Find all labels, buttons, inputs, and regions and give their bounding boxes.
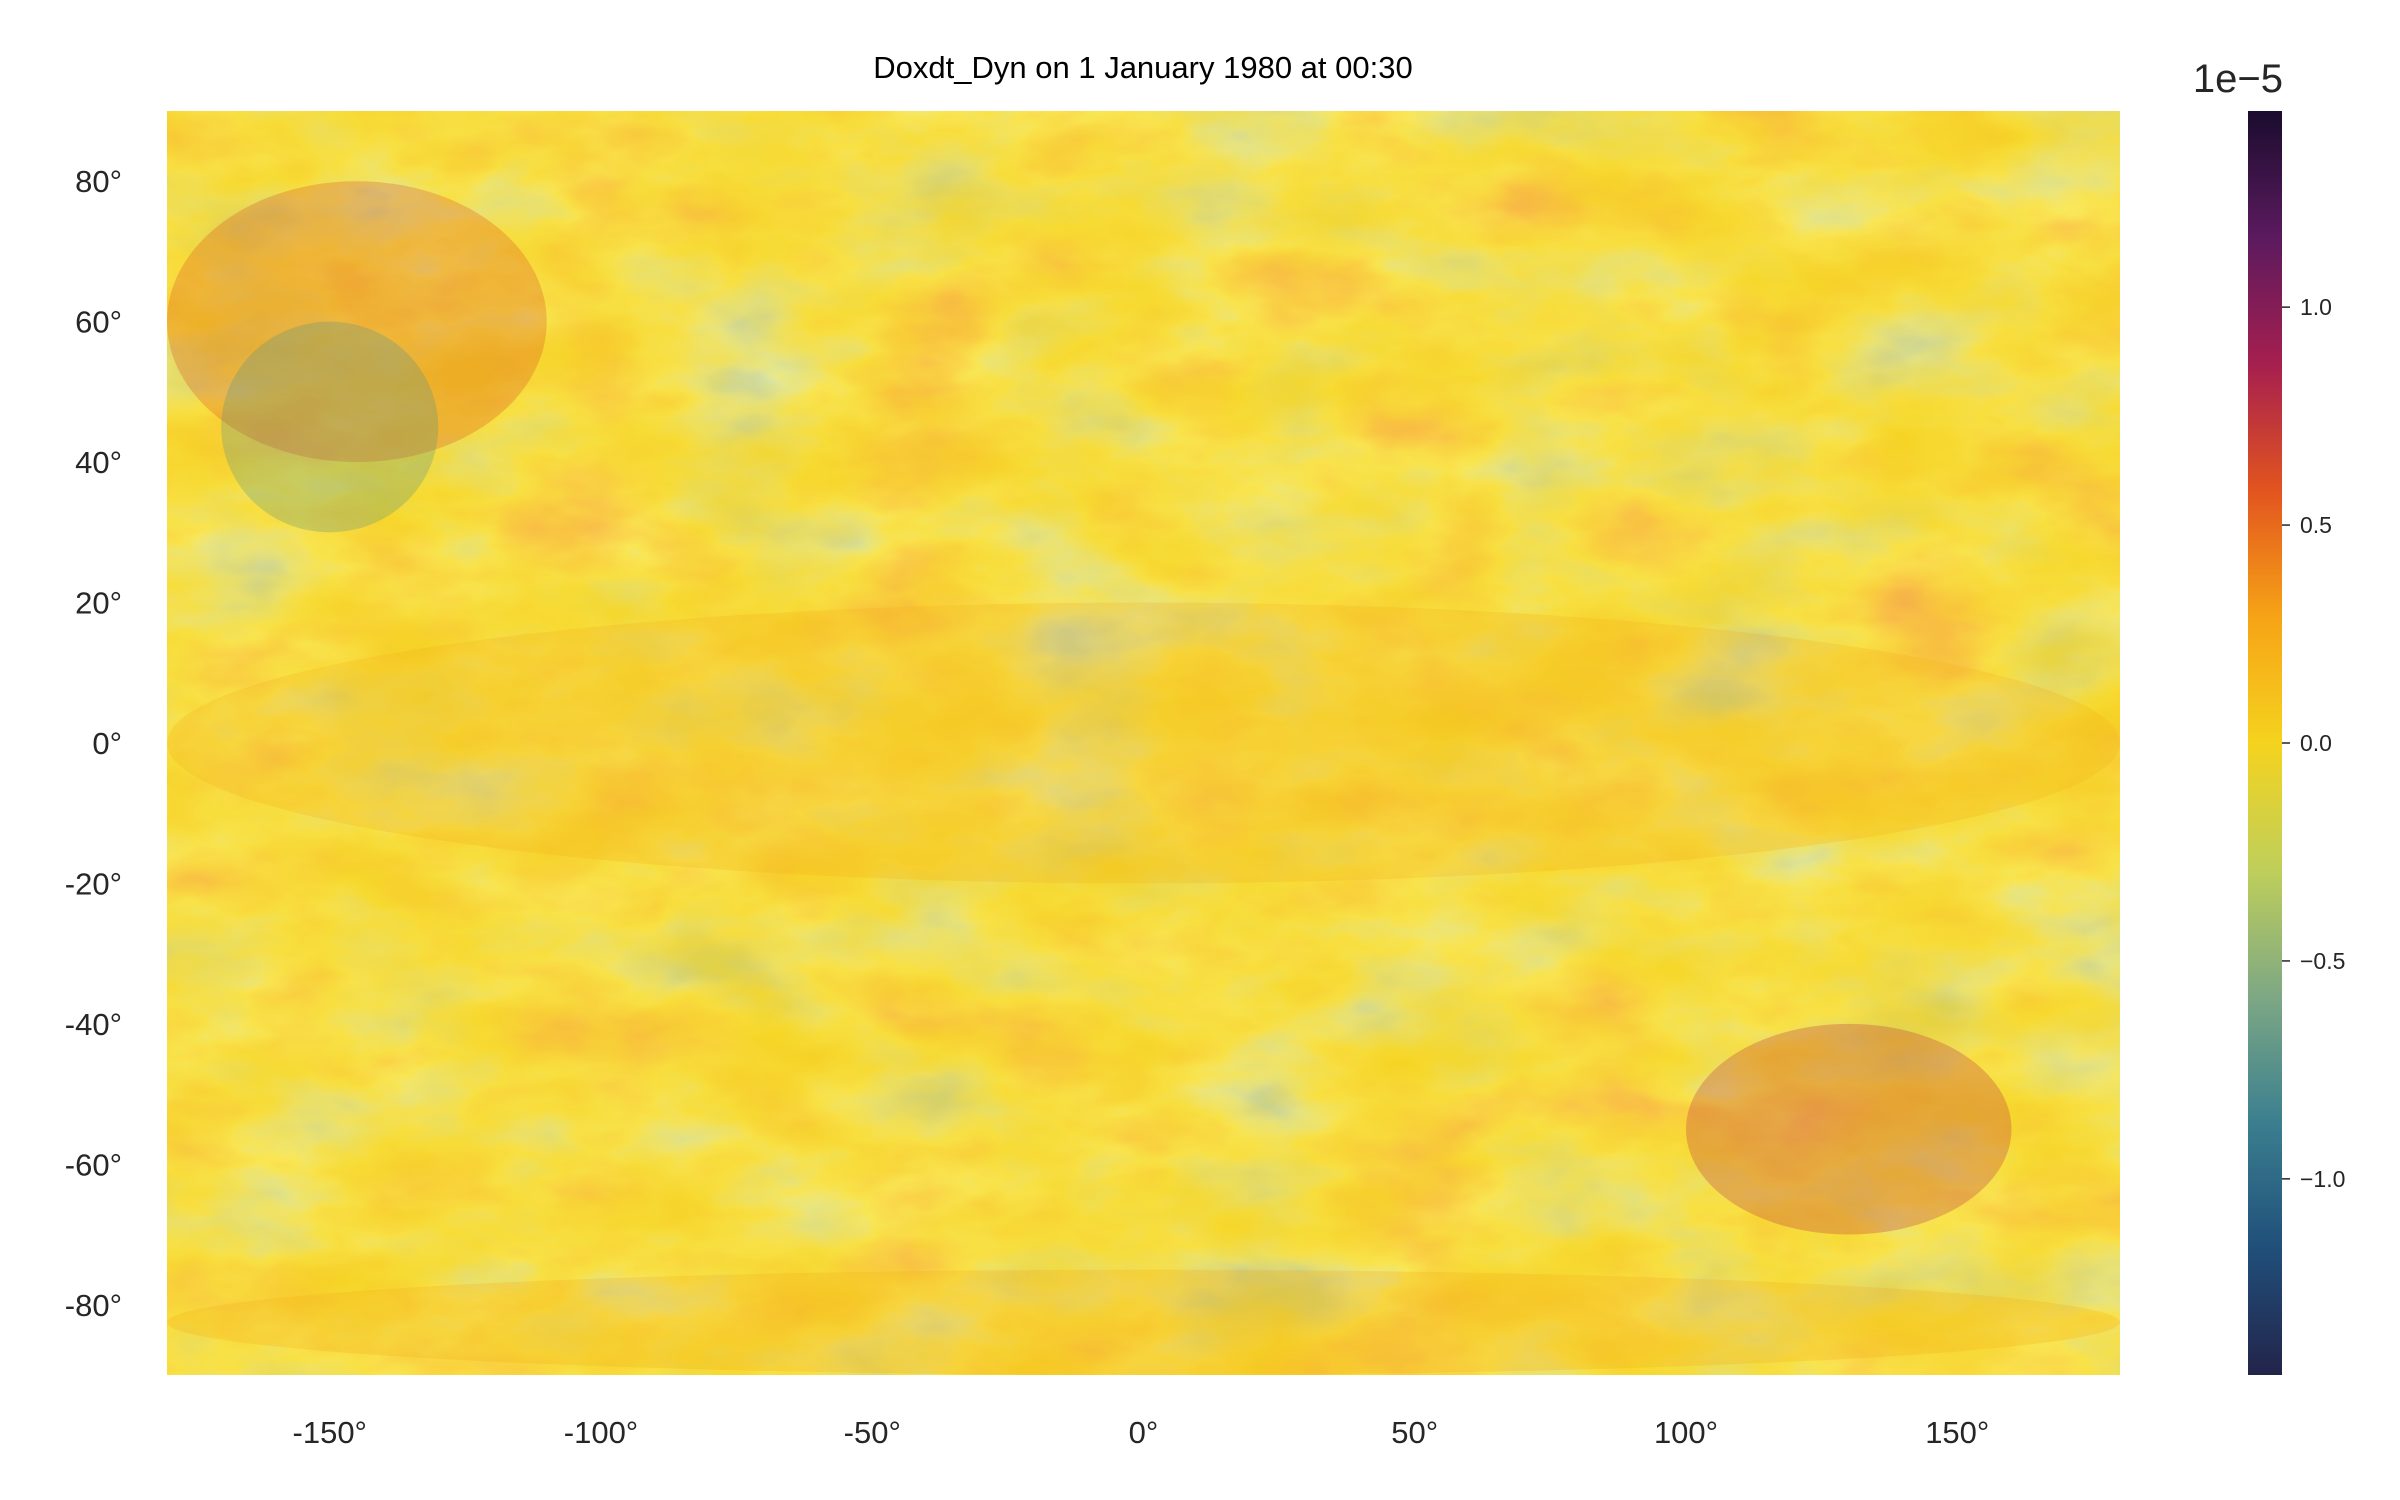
field-region — [167, 1269, 2120, 1375]
y-tick-label: -60° — [65, 1147, 122, 1182]
x-tick-label: 150° — [1925, 1415, 1989, 1450]
x-tick-label: -50° — [844, 1415, 901, 1450]
chart-title: Doxdt_Dyn on 1 January 1980 at 00:30 — [873, 50, 1412, 85]
x-axis-ticks: -150° -100° -50° 0° 50° 100° 150° — [293, 1415, 1990, 1450]
colorbar-tick-label: −0.5 — [2300, 948, 2345, 974]
y-axis-ticks: 80° 60° 40° 20° 0° -20° -40° -60° -80° — [65, 164, 122, 1323]
colorbar-tick-label: 1.0 — [2300, 294, 2332, 320]
x-tick-label: 100° — [1654, 1415, 1718, 1450]
colorbar — [2248, 111, 2282, 1375]
x-tick-label: 0° — [1129, 1415, 1159, 1450]
y-tick-label: 80° — [75, 164, 122, 199]
heatmap-field — [167, 111, 2120, 1375]
region-overlays — [167, 181, 2120, 1375]
y-tick-label: -80° — [65, 1288, 122, 1323]
colorbar-tick-label: 0.0 — [2300, 730, 2332, 756]
y-tick-label: 60° — [75, 305, 122, 340]
colorbar-offset-label: 1e−5 — [2193, 57, 2283, 101]
field-region — [167, 602, 2120, 884]
x-tick-label: 50° — [1391, 1415, 1438, 1450]
x-tick-label: -150° — [293, 1415, 367, 1450]
colorbar-tick-label: 0.5 — [2300, 512, 2332, 538]
field-region — [167, 181, 547, 463]
y-tick-label: 20° — [75, 586, 122, 621]
y-tick-label: 0° — [92, 726, 122, 761]
field-region — [1686, 1023, 2012, 1235]
y-tick-label: -20° — [65, 866, 122, 901]
colorbar-ticks: 1.0 0.5 0.0 −0.5 −1.0 — [2282, 294, 2345, 1192]
field-region — [221, 321, 439, 533]
y-tick-label: 40° — [75, 445, 122, 480]
y-tick-label: -40° — [65, 1007, 122, 1042]
heatmap-texture — [167, 111, 2120, 1375]
x-tick-label: -100° — [564, 1415, 638, 1450]
colorbar-tick-label: −1.0 — [2300, 1166, 2345, 1192]
